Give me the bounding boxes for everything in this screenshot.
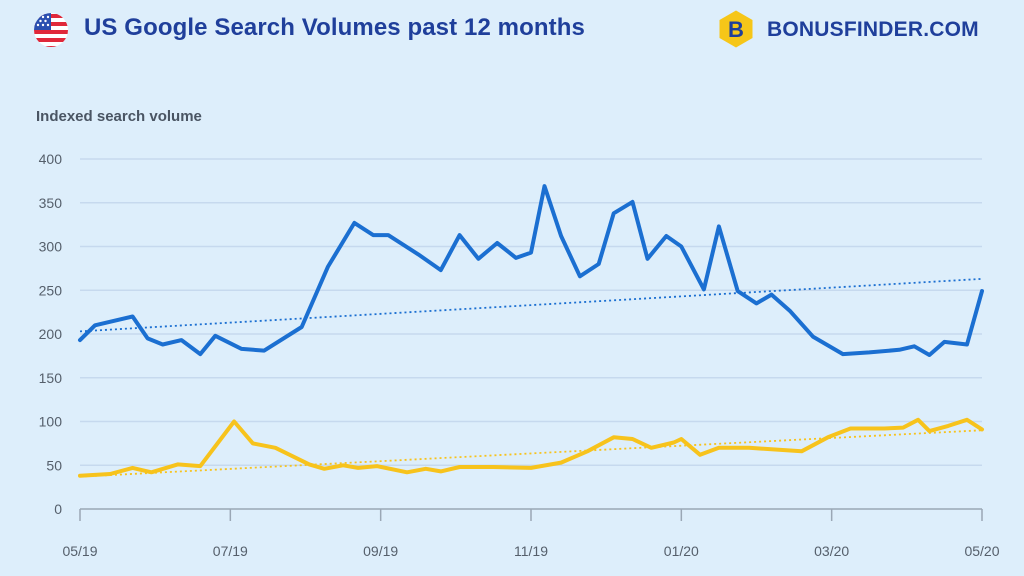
y-tick-label: 400 (39, 151, 63, 167)
y-tick-label: 350 (39, 195, 63, 211)
x-tick-label: 05/20 (964, 543, 999, 559)
series-line (78, 417, 984, 478)
x-axis: 05/19 07/19 09/19 11/19 01/20 03/20 05/20 (62, 508, 1000, 559)
y-tick-labels: 0 50 100 150 200 250 300 350 400 (39, 151, 63, 517)
y-tick-label: 100 (39, 414, 63, 430)
chart-title: US Google Search Volumes past 12 months (84, 14, 585, 41)
y-tick-label: 250 (39, 282, 63, 298)
us-flag-icon (34, 13, 68, 47)
y-tick-label: 150 (39, 370, 63, 386)
x-tick-label: 05/19 (62, 543, 97, 559)
x-tick-label: 09/19 (363, 543, 398, 559)
chart-header: US Google Search Volumes past 12 months … (0, 0, 1024, 60)
x-tick-label: 03/20 (814, 543, 849, 559)
y-tick-label: 0 (54, 501, 62, 517)
trend-lines (79, 277, 983, 478)
brand-letter: B (728, 17, 744, 42)
series-lines (78, 184, 984, 478)
bonusfinder-hexagon-logo-icon: B (719, 10, 753, 48)
series-line (78, 184, 984, 357)
y-tick-label: 50 (46, 457, 62, 473)
trend-line (79, 277, 983, 333)
gridlines (80, 158, 982, 466)
y-tick-label: 300 (39, 239, 63, 255)
y-axis-label: Indexed search volume (36, 108, 202, 125)
x-tick-label: 07/19 (213, 543, 248, 559)
x-tick-label: 01/20 (664, 543, 699, 559)
y-tick-label: 200 (39, 326, 63, 342)
brand-name: BONUSFINDER.COM (767, 18, 979, 41)
trend-line (79, 429, 983, 478)
x-tick-label: 11/19 (514, 543, 548, 559)
